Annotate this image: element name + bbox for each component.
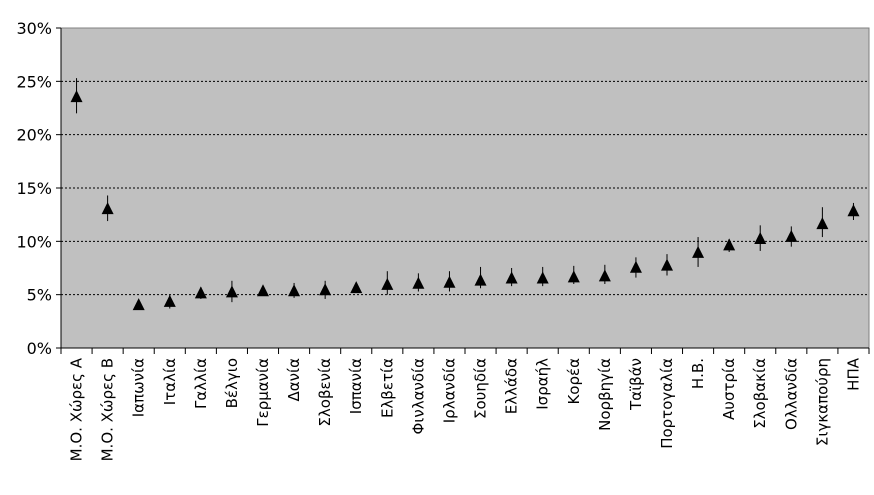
triangle-marker — [194, 286, 207, 299]
x-tick-label: Σλοβακία — [751, 358, 769, 429]
data-point — [474, 266, 487, 289]
data-point — [257, 284, 269, 297]
x-tick-label: Ιρλανδία — [440, 358, 458, 423]
data-point — [598, 264, 611, 284]
x-tick-label: Ταϊβάν — [627, 358, 645, 411]
triangle-marker — [474, 273, 487, 286]
triangle-marker — [847, 204, 860, 217]
x-tick-label: Νορβηγία — [596, 358, 614, 431]
triangle-marker — [225, 285, 238, 298]
data-point — [567, 265, 580, 284]
data-point — [723, 238, 736, 252]
triangle-marker — [163, 294, 176, 307]
x-tick-label: Σιγκαπούρη — [813, 358, 831, 446]
data-point — [350, 281, 363, 294]
triangle-marker — [692, 245, 705, 258]
data-point — [443, 271, 456, 292]
triangle-marker — [319, 283, 332, 296]
data-point — [412, 273, 425, 292]
x-tick-label: Πορτογαλία — [658, 358, 676, 449]
data-point — [754, 225, 767, 251]
triangle-marker — [443, 275, 456, 288]
triangle-marker — [101, 202, 114, 215]
data-point — [629, 257, 642, 278]
triangle-marker — [257, 284, 269, 297]
triangle-marker — [536, 271, 549, 284]
x-tick-label: Φινλανδία — [409, 358, 427, 435]
y-tick-label: 30% — [16, 19, 52, 38]
data-point — [536, 266, 549, 287]
triangle-marker — [754, 232, 767, 244]
triangle-marker — [132, 298, 145, 311]
triangle-marker — [350, 281, 363, 294]
triangle-marker — [816, 217, 829, 230]
triangle-marker — [598, 269, 611, 282]
data-point — [132, 298, 145, 311]
x-tick-label: Μ.Ο. Χώρες Α — [68, 357, 86, 461]
x-tick-label: Γαλλία — [192, 358, 210, 409]
data-point — [163, 294, 176, 309]
x-tick-label: Γερμανία — [254, 358, 272, 427]
triangle-marker — [785, 229, 798, 242]
x-tick-label: Σλοβενία — [316, 358, 334, 427]
triangle-marker — [567, 270, 580, 283]
grid — [61, 80, 869, 296]
triangle-marker — [723, 238, 736, 251]
y-tick-label: 5% — [27, 286, 52, 305]
data-point — [816, 207, 829, 238]
y-tick-label: 0% — [27, 339, 52, 358]
triangle-marker — [629, 260, 642, 273]
data-point — [70, 78, 83, 114]
triangle-marker — [505, 271, 518, 284]
y-axis-ticks: 0% 5% 10% 15% 20% 25% 30% — [16, 19, 61, 358]
y-tick-label: 25% — [16, 72, 52, 91]
data-point — [225, 280, 238, 303]
data-point — [288, 282, 301, 298]
data-points — [70, 78, 860, 311]
x-tick-label: Μ.Ο. Χώρες Β — [99, 358, 117, 461]
x-tick-label: Βέλγιο — [223, 358, 241, 408]
triangle-marker — [288, 284, 301, 297]
x-tick-label: Δανία — [285, 358, 303, 402]
x-tick-label: Ιαπωνία — [130, 358, 148, 417]
data-point — [692, 237, 705, 267]
data-point — [505, 268, 518, 287]
data-point — [847, 202, 860, 220]
data-point — [319, 280, 332, 299]
y-tick-label: 15% — [16, 179, 52, 198]
x-tick-label: Σουηδία — [472, 358, 490, 419]
data-point — [785, 226, 798, 247]
triangle-marker — [70, 90, 83, 103]
x-tick-label: Ολλανδία — [782, 358, 800, 430]
x-tick-label: Ιταλία — [161, 358, 179, 405]
x-tick-label: Η.Β. — [689, 358, 707, 389]
data-point — [101, 195, 114, 222]
x-tick-label: ΗΠΑ — [844, 357, 862, 391]
data-point — [381, 271, 394, 295]
data-point — [194, 286, 207, 299]
y-tick-label: 10% — [16, 232, 52, 251]
y-tick-label: 20% — [16, 126, 52, 145]
x-axis-ticks: Μ.Ο. Χώρες Α Μ.Ο. Χώρες Β Ιαπωνία Ιταλία Γαλ… — [60, 348, 870, 461]
x-tick-label: Ελλάδα — [503, 358, 521, 414]
triangle-marker — [661, 258, 673, 271]
data-point — [661, 254, 673, 276]
x-tick-label: Αυστρία — [720, 358, 738, 420]
x-tick-label: Ισραήλ — [534, 358, 552, 410]
x-tick-label: Κορέα — [565, 358, 583, 405]
triangle-marker — [412, 276, 425, 289]
triangle-marker — [381, 277, 394, 290]
x-tick-label: Ισπανία — [347, 358, 365, 414]
x-tick-label: Ελβετία — [378, 358, 396, 418]
